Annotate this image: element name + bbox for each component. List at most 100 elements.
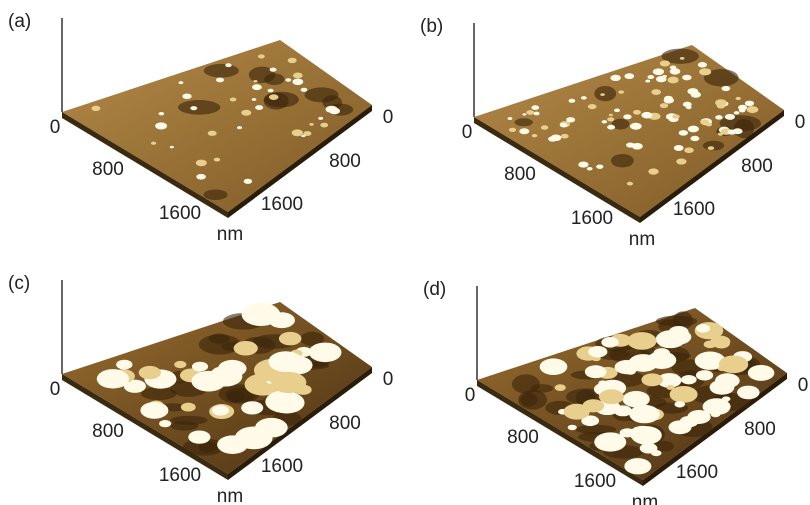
- grain: [630, 122, 642, 130]
- unit-label: nm: [217, 486, 243, 505]
- grain: [600, 93, 605, 96]
- shadow: [703, 69, 739, 87]
- grain: [325, 105, 338, 113]
- grain: [265, 390, 303, 413]
- grain: [594, 432, 627, 452]
- panel-label: (b): [420, 16, 443, 37]
- grain: [252, 84, 262, 91]
- grain: [721, 396, 731, 402]
- surface-edge: [640, 110, 784, 223]
- shadow: [518, 389, 548, 410]
- grain: [659, 60, 670, 67]
- grain: [582, 399, 605, 413]
- tick-label: 800: [92, 421, 124, 442]
- grain: [213, 157, 221, 162]
- grain: [300, 87, 308, 92]
- grain: [702, 398, 731, 416]
- grain: [554, 384, 566, 391]
- grain: [744, 100, 755, 107]
- grain: [267, 88, 274, 93]
- shadow: [611, 153, 634, 168]
- grain: [707, 354, 720, 362]
- grain: [568, 98, 576, 103]
- grain: [292, 78, 304, 86]
- grain: [668, 325, 689, 338]
- tick-label: 1600: [571, 208, 613, 229]
- grain: [727, 129, 737, 135]
- grain: [195, 159, 207, 167]
- grain: [626, 181, 634, 186]
- grain: [724, 113, 735, 120]
- unit-label: nm: [629, 229, 655, 250]
- grain: [622, 391, 650, 408]
- tick-label: 800: [92, 159, 124, 180]
- panel-label: (d): [423, 279, 446, 300]
- tick-label: 1600: [261, 456, 303, 477]
- grain: [308, 342, 342, 363]
- grain: [613, 405, 632, 417]
- grain: [652, 68, 665, 76]
- grain: [715, 99, 727, 107]
- grain: [211, 405, 229, 416]
- grain: [268, 351, 304, 373]
- tick-label: 0: [465, 385, 476, 406]
- surface-edge: [477, 380, 643, 486]
- grain: [669, 68, 681, 75]
- grain: [217, 435, 249, 454]
- surface-edge: [62, 374, 228, 480]
- grain: [268, 94, 279, 100]
- grain: [746, 106, 759, 114]
- grain: [623, 114, 632, 120]
- tick-label: 800: [329, 413, 361, 434]
- grain: [257, 54, 265, 59]
- grain: [586, 167, 593, 171]
- grain: [682, 74, 692, 81]
- grain: [687, 125, 699, 133]
- surface-edge: [228, 367, 372, 480]
- grain: [607, 117, 615, 122]
- grain: [293, 72, 303, 79]
- grain: [721, 85, 731, 92]
- grain: [715, 115, 723, 120]
- shadow: [178, 100, 221, 115]
- grain: [651, 449, 662, 457]
- panel-label: (c): [8, 273, 30, 294]
- grain: [138, 365, 161, 380]
- grain: [624, 458, 652, 475]
- grain: [737, 385, 760, 400]
- grain: [657, 373, 682, 388]
- grain: [285, 78, 292, 82]
- shadow: [203, 63, 239, 78]
- grain: [747, 364, 775, 381]
- grain: [587, 103, 597, 110]
- grain: [653, 348, 670, 359]
- grain: [581, 415, 600, 427]
- afm-panel: (a) 0 800 1600 0 800 1600 nm: [8, 11, 393, 245]
- grain: [610, 74, 621, 81]
- surface-edge: [62, 112, 228, 218]
- shadow: [575, 424, 617, 435]
- grain: [188, 430, 211, 444]
- grain: [601, 337, 619, 348]
- grain: [216, 77, 224, 83]
- surface-edge: [643, 373, 787, 486]
- grain: [522, 113, 527, 116]
- grain: [608, 113, 613, 117]
- grain: [178, 81, 184, 85]
- shadow: [170, 421, 199, 431]
- grain: [717, 366, 727, 372]
- grain: [123, 379, 146, 393]
- grain: [697, 62, 707, 68]
- grain: [596, 164, 604, 169]
- grain: [91, 105, 101, 112]
- shadow: [263, 91, 299, 108]
- grain: [233, 340, 258, 356]
- shadow: [661, 48, 699, 64]
- grain: [169, 145, 174, 149]
- grain: [174, 360, 187, 369]
- grain: [690, 135, 700, 142]
- tick-label: 1600: [159, 203, 201, 224]
- grain: [676, 158, 687, 165]
- grain: [243, 178, 253, 184]
- grain: [255, 105, 264, 110]
